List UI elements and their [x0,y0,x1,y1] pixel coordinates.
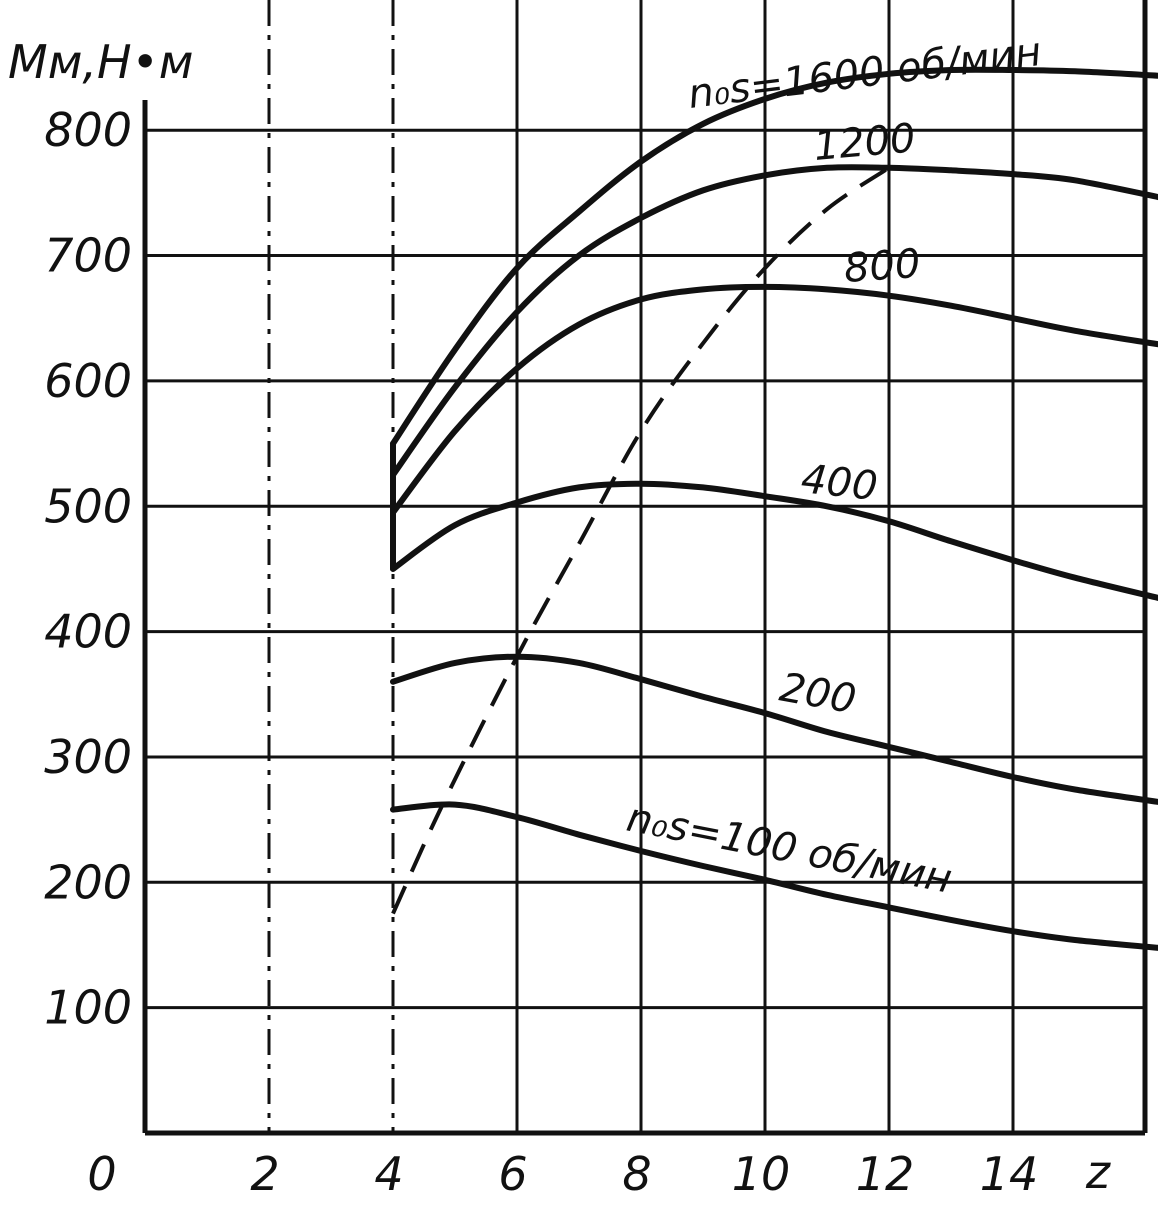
y-tick-label: 600 [44,354,132,408]
labels: 100 200 300 400 500 600 700 800 0 2 4 6 8 10 12 14 z Mм,Н… [8,29,1111,1201]
x-tick-label: 14 [980,1147,1039,1201]
x-tick-label: 6 [498,1147,527,1201]
x-tick-label: 2 [250,1147,279,1201]
series-curves [390,66,1158,951]
y-tick-label: 400 [44,605,132,659]
y-tick-label: 100 [44,981,132,1035]
series-400-label: 400 [799,456,880,510]
series-200-label: 200 [776,665,859,724]
y-tick-label: 800 [44,103,132,157]
x-tick-label: 10 [732,1147,791,1201]
series-1200-label: 1200 [812,115,917,170]
y-tick-label: 300 [44,730,132,784]
y-tick-label: 200 [44,855,132,909]
max-torque-envelope-line [391,166,891,915]
series-200-line [390,653,1158,805]
y-tick-label: 500 [44,479,132,533]
series-100-line [390,801,1158,951]
x-tick-label: 4 [374,1147,403,1201]
series-400-line [390,480,1158,601]
series-1200-line [390,164,1158,478]
y-tick-label: 700 [44,229,132,283]
origin-label: 0 [87,1147,116,1201]
series-800-label: 800 [842,241,921,292]
x-axis-title: z [1085,1145,1111,1199]
y-axis-title: Mм,Н•м [8,35,193,89]
series-1600-label: n₀s=1600 об/мин [686,29,1044,118]
x-tick-label: 12 [856,1147,915,1201]
series-1600-line [390,66,1158,447]
x-tick-label: 8 [622,1147,651,1201]
series-800-line [390,283,1158,516]
